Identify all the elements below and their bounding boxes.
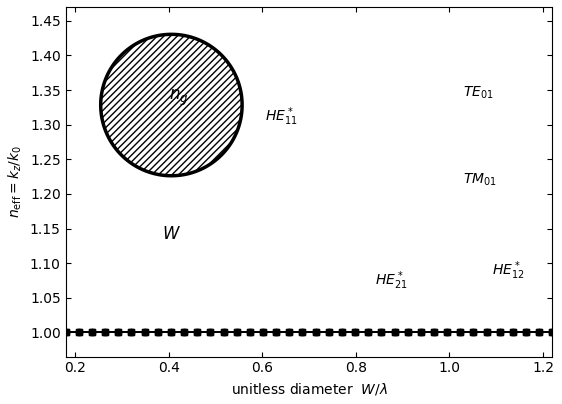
Y-axis label: $n_{\mathrm{eff}} = k_z / k_0$: $n_{\mathrm{eff}} = k_z / k_0$ <box>7 145 24 218</box>
Text: $HE_{12}^*$: $HE_{12}^*$ <box>492 259 524 282</box>
Text: $TM_{01}$: $TM_{01}$ <box>464 172 497 188</box>
Polygon shape <box>101 34 242 176</box>
X-axis label: unitless diameter  $W/\lambda$: unitless diameter $W/\lambda$ <box>230 381 388 397</box>
Text: $HE_{11}^*$: $HE_{11}^*$ <box>265 105 297 128</box>
Text: $TE_{01}$: $TE_{01}$ <box>464 85 494 101</box>
Text: $W$: $W$ <box>162 225 181 243</box>
Text: $n_g$: $n_g$ <box>169 88 188 108</box>
Text: $HE_{21}^*$: $HE_{21}^*$ <box>374 270 407 292</box>
